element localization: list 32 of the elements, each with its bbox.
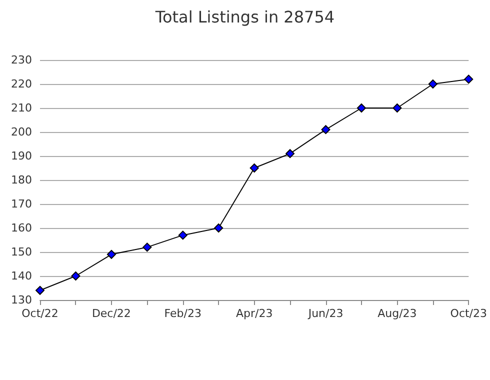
point xyxy=(214,224,224,232)
y-tick-label: 130 xyxy=(11,294,32,306)
point xyxy=(36,286,44,295)
point xyxy=(392,104,402,112)
point xyxy=(321,125,330,134)
chart-title: Total Listings in 28754 xyxy=(154,8,335,26)
point xyxy=(178,230,188,240)
y-tick-label: 160 xyxy=(11,222,32,234)
x-tick-label: Jun/23 xyxy=(307,307,344,320)
point xyxy=(356,104,366,112)
x-tick-label: Dec/22 xyxy=(92,307,131,320)
x-tick-label: Feb/23 xyxy=(164,307,202,320)
x-tick-label: Oct/22 xyxy=(22,307,58,320)
y-tick-label: 140 xyxy=(11,270,32,282)
point xyxy=(464,74,474,84)
x-tick-label: Oct/23 xyxy=(450,307,488,320)
y-tick-label: 170 xyxy=(11,198,32,210)
y-tick-label: 150 xyxy=(11,246,32,258)
y-tick-label: 190 xyxy=(11,150,32,162)
point xyxy=(286,149,295,158)
y-tick-label: 220 xyxy=(11,78,32,90)
point xyxy=(250,164,259,172)
point xyxy=(71,272,80,280)
point xyxy=(142,242,152,252)
y-tick-label: 210 xyxy=(11,102,32,114)
point xyxy=(428,80,438,88)
y-tick-label: 200 xyxy=(11,126,32,138)
x-tick-label: Apr/23 xyxy=(236,307,273,320)
point xyxy=(106,250,116,259)
x-tick-label: Aug/23 xyxy=(378,307,417,320)
y-tick-label: 180 xyxy=(11,174,32,186)
y-tick-label: 230 xyxy=(11,54,32,66)
